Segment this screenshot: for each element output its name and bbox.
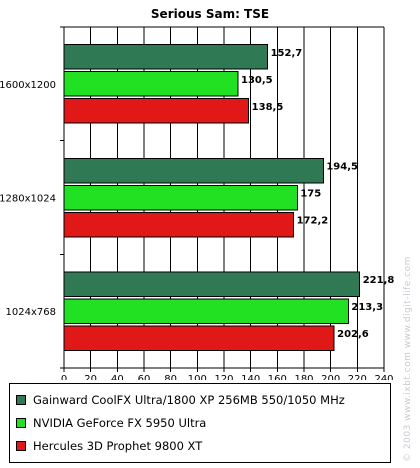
x-tick-label: 100 <box>188 374 207 380</box>
y-category-label: 1600x1200 <box>0 80 56 91</box>
data-label: 172,2 <box>297 216 329 227</box>
data-label: 194,5 <box>326 162 358 173</box>
data-label: 213,3 <box>351 302 383 313</box>
y-category-label: 1024x768 <box>6 307 56 318</box>
bar <box>63 157 324 184</box>
chart-title: Serious Sam: TSE <box>151 7 269 21</box>
bar <box>63 211 295 238</box>
data-label: 130,5 <box>241 75 273 86</box>
x-tick-label: 80 <box>164 374 177 380</box>
x-tick-label: 180 <box>294 374 313 380</box>
x-tick-label: 140 <box>241 374 260 380</box>
data-label: 175 <box>300 189 321 200</box>
x-tick-label: 0 <box>61 374 67 380</box>
chart: Serious Sam: TSE 0 20 40 60 80 100 120 140 160 18… <box>0 7 395 380</box>
data-label: 221,8 <box>363 275 395 286</box>
legend: Gainward CoolFX Ultra/1800 XP 256MB 550/… <box>9 383 391 463</box>
legend-label: Hercules 3D Prophet 9800 XT <box>33 439 203 453</box>
legend-swatch <box>16 418 26 428</box>
legend-item: NVIDIA GeForce FX 5950 Ultra <box>16 415 206 431</box>
legend-label: NVIDIA GeForce FX 5950 Ultra <box>33 416 207 430</box>
x-tick-label: 120 <box>214 374 233 380</box>
data-label: 138,5 <box>252 102 284 113</box>
legend-swatch <box>16 395 26 405</box>
x-tick-label: 240 <box>374 374 393 380</box>
plot-area: 0 20 40 60 80 100 120 140 160 180 200 220 240 152,7 13… <box>0 26 395 380</box>
x-tick-label: 200 <box>321 374 340 380</box>
y-category-label: 1280x1024 <box>0 194 56 205</box>
bar <box>63 71 239 97</box>
x-tick-label: 40 <box>111 374 124 380</box>
legend-swatch <box>16 441 26 451</box>
x-tick-label: 220 <box>348 374 367 380</box>
data-label: 152,7 <box>271 48 303 59</box>
bar <box>63 44 269 70</box>
bar <box>63 184 298 211</box>
watermark: © 2003 www.ixbt.com www.digit-life.com <box>403 256 413 462</box>
bar <box>63 298 349 324</box>
x-tick-label: 60 <box>138 374 151 380</box>
legend-label: Gainward CoolFX Ultra/1800 XP 256MB 550/… <box>33 393 345 407</box>
legend-item: Hercules 3D Prophet 9800 XT <box>16 438 202 454</box>
x-tick-label: 160 <box>268 374 287 380</box>
legend-item: Gainward CoolFX Ultra/1800 XP 256MB 550/… <box>16 392 345 408</box>
bar <box>63 271 361 297</box>
bar <box>63 98 250 124</box>
bar <box>63 325 335 351</box>
x-tick-label: 20 <box>84 374 97 380</box>
data-label: 202,6 <box>337 329 369 340</box>
